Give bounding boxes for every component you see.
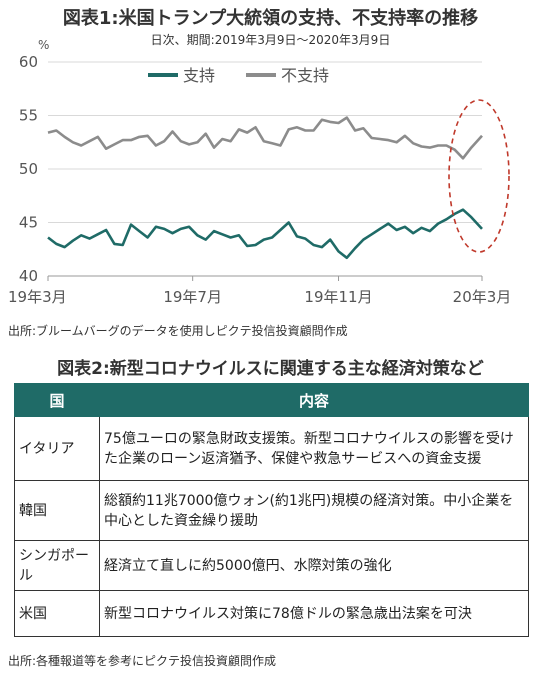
y-tick-label: 60 — [19, 53, 38, 71]
table-title: 図表2:新型コロナウイルスに関連する主な経済対策など — [57, 359, 484, 379]
table-row: 韓国 総額約11兆7000億ウォン(約1兆円)規模の経済対策。中小企業を中心とし… — [14, 480, 529, 541]
y-tick-label: 50 — [19, 160, 38, 178]
y-tick-label: 55 — [19, 107, 38, 125]
row-country: 韓国 — [14, 480, 100, 541]
series-line-disapprove — [47, 116, 483, 160]
chart-title: 図表1:米国トランプ大統領の支持、不支持率の推移 — [62, 8, 479, 29]
x-tick-label: 19年3月 — [8, 288, 67, 306]
row-country: イタリア — [14, 416, 100, 481]
series-lines — [47, 116, 483, 260]
series-line-approve — [47, 208, 483, 260]
row-country: シンガポール — [14, 540, 100, 591]
x-tick-label: 19年11月 — [304, 288, 372, 306]
legend-label: 支持 — [183, 66, 215, 85]
row-country: 米国 — [14, 590, 100, 637]
header-content: 内容 — [99, 383, 529, 417]
table-row: シンガポール 経済立て直しに約5000億円、水際対策の強化 — [14, 540, 529, 591]
x-tick-labels: 19年3月 19年7月 19年11月 20年3月 — [8, 276, 511, 306]
approval-chart: 40 45 50 55 60 19年3月 19年7月 19年11月 20年3月 支持 不支持 — [8, 53, 511, 306]
header-country: 国 — [14, 383, 100, 417]
table-row: 米国 新型コロナウイルス対策に78億ドルの緊急歳出法案を可決 — [14, 590, 529, 637]
x-tick-label: 20年3月 — [453, 288, 512, 306]
row-content: 総額約11兆7000億ウォン(約1兆円)規模の経済対策。中小企業を中心とした資金… — [99, 480, 529, 541]
row-content: 経済立て直しに約5000億円、水際対策の強化 — [99, 540, 529, 591]
table-row: イタリア 75億ユーロの緊急財政支援策。新型コロナウイルスの影響を受けた企業のロ… — [14, 416, 529, 481]
y-tick-label: 40 — [19, 267, 38, 285]
table-header-row: 国 内容 — [14, 383, 529, 417]
highlight-ellipse — [448, 99, 510, 253]
chart-subtitle: 日次、期間:2019年3月9日～2020年3月9日 — [150, 33, 391, 47]
row-content: 新型コロナウイルス対策に78億ドルの緊急歳出法案を可決 — [99, 590, 529, 637]
y-tick-labels: 40 45 50 55 60 — [19, 53, 38, 285]
y-tick-label: 45 — [19, 214, 38, 232]
legend: 支持 不支持 — [148, 66, 329, 85]
policy-table: 国 内容 イタリア 75億ユーロの緊急財政支援策。新型コロナウイルスの影響を受け… — [14, 383, 529, 637]
grid-lines — [48, 61, 482, 277]
table-source: 出所:各種報道等を参考にピクテ投信投資顧問作成 — [8, 654, 277, 668]
chart-source: 出所:ブルームバーグのデータを使用しピクテ投信投資顧問作成 — [8, 324, 348, 338]
x-tick-label: 19年7月 — [163, 288, 222, 306]
legend-label: 不支持 — [281, 66, 329, 85]
row-content: 75億ユーロの緊急財政支援策。新型コロナウイルスの影響を受けた企業のローン返済猶… — [99, 416, 529, 481]
y-axis-unit: % — [38, 38, 50, 52]
